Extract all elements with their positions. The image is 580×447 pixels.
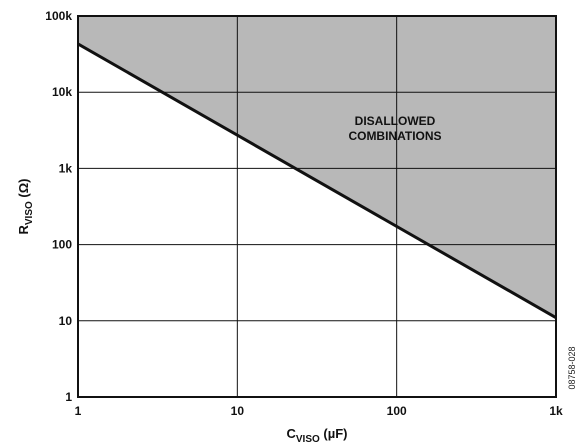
disallowed-region-layer — [78, 16, 556, 318]
x-tick-label-2: 100 — [387, 404, 407, 418]
region-label-line-2: COMBINATIONS — [348, 129, 441, 143]
boundary-line-layer — [77, 42, 557, 319]
x-axis-label-unit: (µF) — [320, 426, 348, 441]
y-tick-label-2: 100 — [52, 238, 72, 252]
y-tick-label-0: 1 — [65, 390, 72, 404]
plot-frame — [77, 15, 557, 398]
x-axis-label: CVISO (µF) — [287, 426, 348, 445]
y-tick-label-1: 10 — [59, 314, 73, 328]
x-tick-label-3: 1k — [549, 404, 563, 418]
y-tick-label-3: 1k — [59, 161, 73, 175]
x-axis-label-main: C — [287, 426, 297, 441]
x-tick-labels: 1 10 100 1k — [75, 404, 563, 418]
disallowed-region — [78, 16, 556, 318]
region-label-line-1: DISALLOWED — [355, 114, 436, 128]
x-tick-label-0: 1 — [75, 404, 82, 418]
y-axis-label-unit: (Ω) — [16, 179, 31, 202]
boundary-line — [77, 42, 557, 319]
y-tick-label-4: 10k — [52, 85, 72, 99]
y-axis-label-sub: VISO — [24, 201, 35, 225]
plot-frame-layer — [77, 15, 557, 398]
x-axis-label-sub: VISO — [296, 434, 320, 445]
y-tick-labels: 1 10 100 1k 10k 100k — [45, 9, 72, 404]
y-axis-label: RVISO (Ω) — [16, 179, 35, 235]
y-tick-label-5: 100k — [45, 9, 72, 23]
y-axis-label-main: R — [16, 225, 31, 235]
x-tick-label-1: 10 — [231, 404, 245, 418]
figure-id: 08758-028 — [567, 346, 577, 389]
